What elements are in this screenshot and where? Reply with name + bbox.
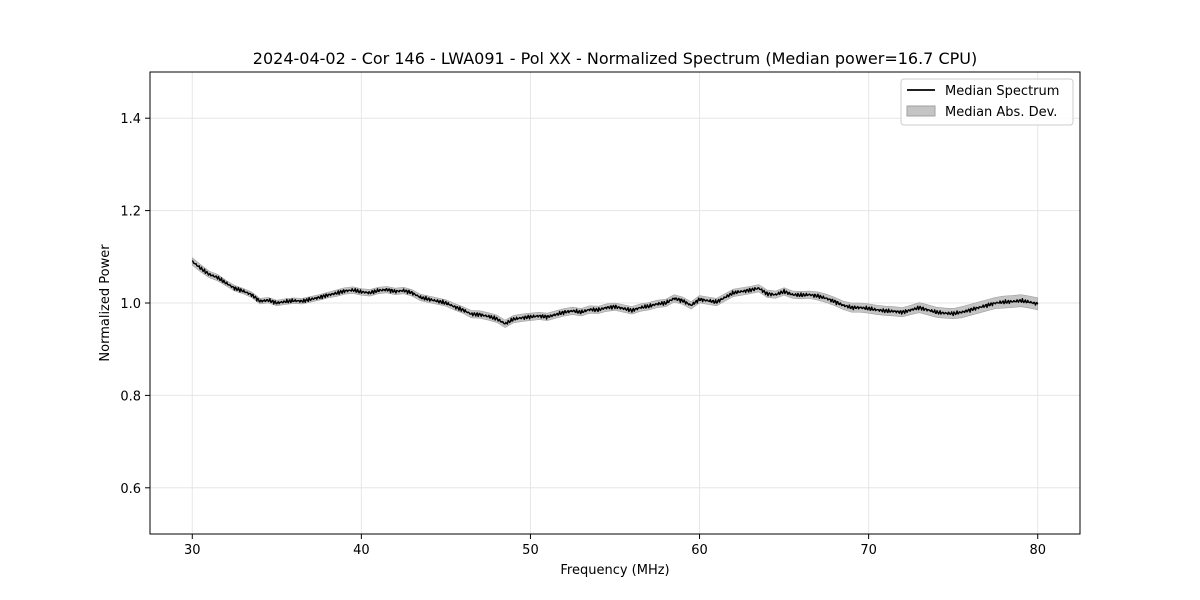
median-spectrum-line <box>191 260 1039 325</box>
legend: Median Spectrum Median Abs. Dev. <box>900 78 1074 126</box>
legend-median-spectrum: Median Spectrum <box>945 84 1059 99</box>
x-tick-label: 60 <box>691 543 708 558</box>
x-tick-label: 50 <box>522 543 539 558</box>
x-tick-label: 40 <box>353 543 370 558</box>
y-axis-ticks: 0.6 0.8 1.0 1.2 1.4 <box>120 112 150 497</box>
legend-band-swatch <box>906 105 936 117</box>
y-tick-label: 1.4 <box>120 112 141 127</box>
y-axis-label: Normalized Power <box>98 244 113 362</box>
legend-median-abs-dev: Median Abs. Dev. <box>945 105 1057 120</box>
median-line-layer <box>191 260 1039 325</box>
x-tick-label: 30 <box>184 543 201 558</box>
x-axis-label: Frequency (MHz) <box>560 563 669 578</box>
legend-box <box>900 78 1074 126</box>
chart-title: 2024-04-02 - Cor 146 - LWA091 - Pol XX -… <box>253 49 977 68</box>
y-tick-label: 0.6 <box>120 482 141 497</box>
y-tick-label: 1.2 <box>120 205 141 220</box>
x-tick-label: 80 <box>1029 543 1046 558</box>
y-tick-label: 0.8 <box>120 389 141 404</box>
y-tick-label: 1.0 <box>120 297 141 312</box>
x-axis-ticks: 30 40 50 60 70 80 <box>184 534 1046 558</box>
x-tick-label: 70 <box>860 543 877 558</box>
